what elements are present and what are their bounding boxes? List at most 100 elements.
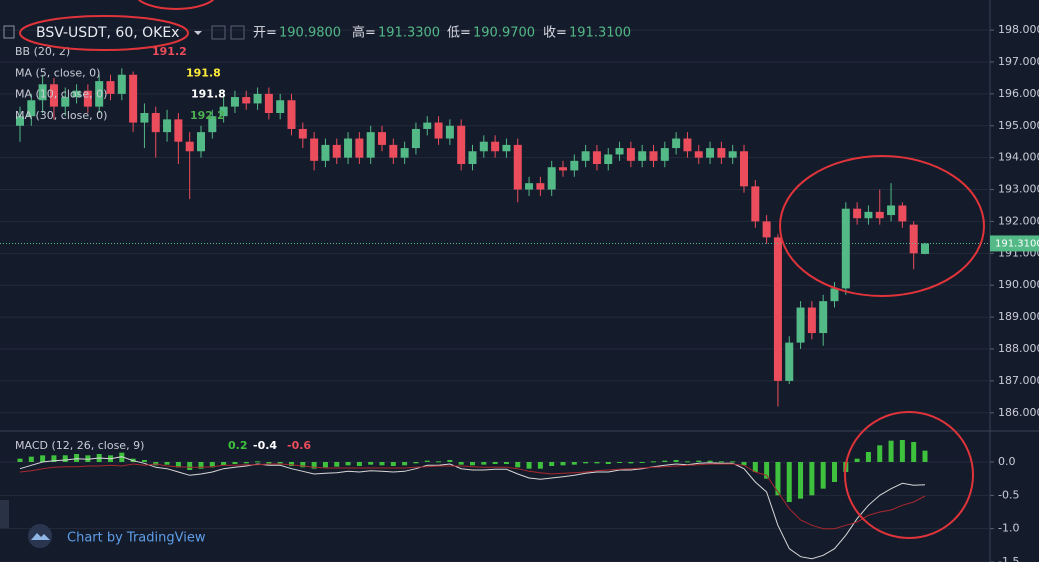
histogram-bar	[481, 462, 487, 465]
candle-body	[649, 151, 658, 161]
histogram-bar	[243, 462, 249, 464]
histogram-bar	[492, 462, 498, 464]
histogram-bar	[673, 460, 679, 462]
histogram-bar	[809, 462, 815, 496]
candle-body	[660, 148, 669, 161]
candle-body	[287, 100, 296, 129]
settings-icon[interactable]	[230, 25, 245, 40]
legend-label: BB (20, 2)	[15, 45, 70, 58]
histogram-bar	[119, 452, 125, 462]
candle-body	[276, 100, 285, 114]
ohlc-label: 开=	[253, 26, 277, 41]
candle-body	[615, 148, 624, 155]
histogram-bar	[300, 462, 306, 468]
candle-body	[559, 167, 567, 171]
candle-body	[457, 125, 466, 165]
candle-body	[706, 148, 715, 158]
y-tick-label: -1.5	[998, 555, 1019, 562]
candle-body	[445, 125, 454, 139]
histogram-bar	[164, 462, 170, 465]
legend-value: -0.4	[253, 439, 277, 452]
ohlc-value: 190.9800	[279, 26, 341, 41]
candle-body	[762, 221, 771, 238]
candle-body	[819, 301, 828, 334]
side-toggle[interactable]	[0, 500, 9, 528]
symbol-title[interactable]: BSV-USDT, 60, OKEx	[36, 25, 179, 41]
histogram-bar	[277, 462, 283, 464]
y-tick-label: 192.000	[998, 214, 1039, 227]
histogram-bar	[707, 460, 713, 462]
histogram-bar	[413, 462, 419, 464]
histogram-bar	[187, 462, 193, 470]
candle-body	[332, 144, 341, 158]
candle-body	[16, 116, 24, 126]
histogram-bar	[458, 462, 464, 465]
histogram-bar	[877, 445, 883, 462]
footer[interactable]: Chart by TradingView	[67, 531, 206, 546]
legend-value: 192.2	[190, 109, 225, 122]
histogram-bar	[730, 461, 736, 463]
candle-body	[423, 122, 432, 129]
candle-body	[310, 138, 319, 161]
candle-body	[230, 97, 239, 107]
candle-body	[830, 288, 839, 302]
histogram-bar	[832, 462, 837, 482]
y-tick-label: 190.000	[998, 278, 1039, 291]
histogram-bar	[334, 462, 340, 467]
histogram-bar	[911, 442, 917, 462]
candle-body	[174, 119, 183, 142]
candle-body	[321, 144, 330, 161]
candle-body	[525, 183, 534, 190]
settings-icon[interactable]	[211, 25, 226, 40]
candle-body	[502, 144, 511, 152]
histogram-bar	[594, 462, 600, 464]
histogram-bar	[854, 458, 860, 462]
text-layer: BSV-USDT, 60, OKEx Chart by TradingView …	[0, 23, 1039, 562]
histogram-bar	[289, 462, 294, 466]
candle-body	[717, 148, 726, 158]
candle-body	[694, 151, 703, 158]
histogram-bar	[639, 462, 645, 463]
candle-body	[83, 90, 92, 107]
histogram-bar	[662, 460, 668, 462]
candle-body	[773, 237, 782, 381]
histogram-bar	[436, 461, 442, 463]
y-tick-label: -1.0	[998, 522, 1019, 535]
y-tick-label: 0.0	[998, 455, 1016, 468]
histogram-bar	[764, 462, 770, 479]
histogram-bar	[922, 450, 928, 462]
candle-body	[536, 183, 545, 190]
candle-body	[853, 208, 862, 219]
candle-body	[740, 151, 748, 187]
candle-body	[728, 151, 737, 158]
candle-body	[355, 138, 364, 158]
candle-body	[197, 132, 205, 152]
candle-body	[366, 132, 375, 158]
histogram-bar	[684, 461, 690, 463]
candle-body	[140, 113, 149, 123]
candle-body	[163, 119, 172, 133]
dropdown-arrow[interactable]	[194, 31, 202, 35]
annotations	[19, 0, 985, 539]
histogram-bar	[571, 462, 577, 465]
candle-body	[151, 113, 160, 133]
legend-label: MA (30, close, 0)	[15, 109, 107, 122]
histogram-bar	[311, 462, 317, 469]
y-tick-label: 196.000	[998, 87, 1039, 100]
candle-body	[38, 84, 47, 101]
histogram-bar	[775, 462, 781, 496]
candle-body	[95, 81, 104, 107]
candle-body	[570, 160, 579, 171]
candle-body	[219, 106, 228, 117]
last-price-box	[990, 235, 1039, 252]
legend-label: MA (10, close, 0)	[15, 88, 107, 101]
y-tick-label: 195.000	[998, 119, 1039, 132]
ohlc-label: 收=	[543, 26, 567, 41]
candle-body	[344, 138, 353, 158]
candle-body	[513, 144, 522, 190]
histogram-bar	[820, 462, 826, 489]
candle-body	[185, 141, 194, 152]
candle-body	[683, 138, 692, 152]
histogram-bar	[266, 462, 272, 464]
